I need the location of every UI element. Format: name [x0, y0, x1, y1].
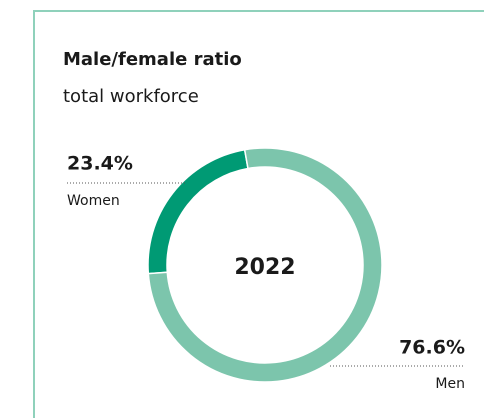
- chart-subtitle: total workforce: [63, 86, 199, 107]
- donut-segment: [147, 148, 249, 275]
- chart-title: Male/female ratio: [63, 49, 242, 70]
- data-label: 76.6%: [399, 337, 465, 359]
- legend-label: Men: [435, 376, 465, 392]
- data-label: 23.4%: [67, 153, 133, 175]
- legend-label: Women: [67, 193, 120, 209]
- center-label: 2022: [234, 255, 295, 280]
- donut-segment: [147, 147, 383, 383]
- card-border: [33, 10, 484, 418]
